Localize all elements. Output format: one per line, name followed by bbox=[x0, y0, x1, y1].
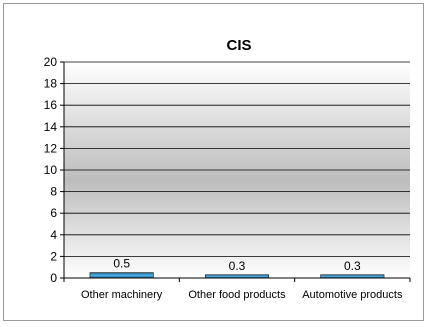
data-label: 0.3 bbox=[229, 259, 246, 273]
data-label: 0.3 bbox=[344, 259, 361, 273]
data-label: 0.5 bbox=[113, 257, 130, 271]
bars: 0.5 0.3 0.3 bbox=[89, 257, 385, 279]
x-axis-labels: Other machinery Other food products Automo… bbox=[63, 278, 411, 301]
y-axis-ticks: 0 2 4 6 8 10 12 14 16 18 20 bbox=[44, 55, 64, 285]
y-tick-label: 14 bbox=[44, 120, 58, 134]
x-tick-label: Other machinery bbox=[81, 289, 163, 301]
bar-chart: CIS 0 2 4 6 8 10 12 14 16 18 20 0.5 0.3 0.3 Other ma… bbox=[44, 37, 411, 301]
bar bbox=[89, 272, 154, 279]
chart-frame: CIS 0 2 4 6 8 10 12 14 16 18 20 0.5 0.3 0.3 Other ma… bbox=[3, 3, 424, 321]
y-tick-label: 4 bbox=[50, 228, 57, 242]
y-tick-label: 16 bbox=[44, 98, 58, 112]
y-tick-label: 8 bbox=[50, 185, 57, 199]
y-tick-label: 20 bbox=[44, 55, 58, 69]
x-tick-label: Automotive products bbox=[302, 289, 403, 301]
gridlines bbox=[64, 61, 410, 257]
y-tick-label: 6 bbox=[50, 206, 57, 220]
chart-title: CIS bbox=[226, 37, 251, 54]
y-tick-label: 10 bbox=[44, 163, 58, 177]
y-tick-label: 18 bbox=[44, 77, 58, 91]
x-tick-label: Other food products bbox=[188, 289, 286, 301]
y-tick-label: 0 bbox=[50, 271, 57, 285]
y-tick-label: 2 bbox=[50, 249, 57, 263]
y-tick-label: 12 bbox=[44, 141, 58, 155]
